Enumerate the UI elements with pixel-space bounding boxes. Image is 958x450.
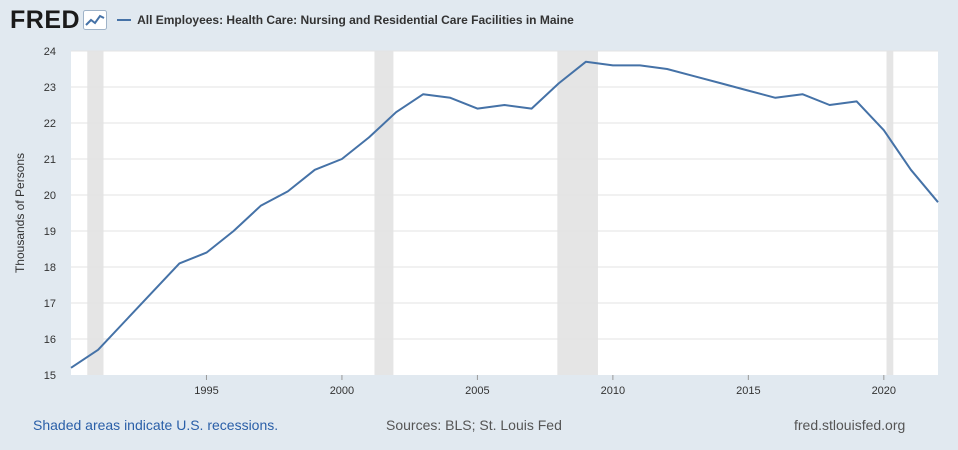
y-tick-label: 22 [44, 118, 56, 130]
x-tick-label: 2015 [736, 385, 760, 397]
y-tick-label: 20 [44, 190, 56, 202]
recession-band [557, 51, 598, 375]
y-tick-label: 24 [44, 46, 56, 58]
legend-line-swatch [117, 19, 132, 21]
y-tick-label: 16 [44, 334, 56, 346]
sources-text: Sources: BLS; St. Louis Fed [386, 417, 562, 433]
x-tick-label: 2010 [601, 385, 625, 397]
chart-header: FRED All Employees: Health Care: Nursing… [10, 6, 574, 34]
y-axis-ticks: 15 16 17 18 19 20 21 22 23 24 [44, 46, 56, 382]
site-url[interactable]: fred.stlouisfed.org [794, 417, 906, 433]
fred-graph-icon [83, 10, 108, 30]
y-tick-label: 21 [44, 154, 56, 166]
chart-title: All Employees: Health Care: Nursing and … [137, 13, 574, 27]
series-line[interactable] [70, 60, 939, 369]
recession-shading [87, 51, 894, 375]
x-tick-label: 2020 [872, 385, 896, 397]
series-layer [70, 60, 939, 369]
y-tick-label: 19 [44, 226, 56, 238]
recession-band [374, 51, 394, 375]
plot-area [71, 51, 938, 375]
y-tick-label: 15 [44, 370, 56, 382]
x-axis-ticks: 1995 2000 2005 2010 2015 2020 [194, 375, 896, 397]
x-tick-label: 1995 [194, 385, 218, 397]
x-tick-label: 2005 [465, 385, 489, 397]
y-axis-label: Thousands of Persons [13, 153, 27, 273]
recession-band [87, 51, 104, 375]
gridlines [71, 50, 938, 340]
recession-note-link[interactable]: Shaded areas indicate U.S. recessions. [33, 417, 279, 433]
recession-band [886, 51, 894, 375]
y-tick-label: 18 [44, 262, 56, 274]
y-tick-label: 23 [44, 82, 56, 94]
y-tick-label: 17 [44, 298, 56, 310]
x-tick-label: 2000 [330, 385, 354, 397]
fred-logo[interactable]: FRED [10, 5, 81, 34]
